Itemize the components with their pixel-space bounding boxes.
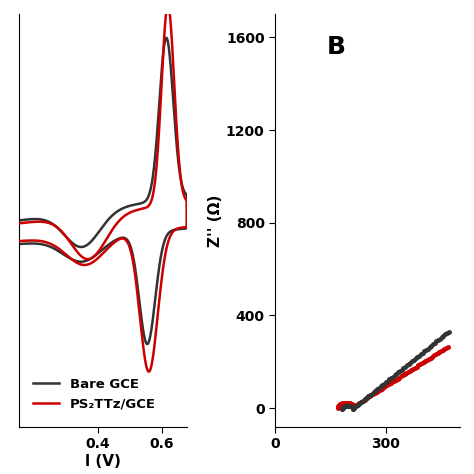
Y-axis label: Z'' (Ω): Z'' (Ω) (208, 194, 223, 246)
X-axis label: l (V): l (V) (85, 454, 121, 469)
Text: B: B (327, 35, 346, 59)
Legend: Bare GCE, PS₂TTz/GCE: Bare GCE, PS₂TTz/GCE (28, 373, 161, 416)
